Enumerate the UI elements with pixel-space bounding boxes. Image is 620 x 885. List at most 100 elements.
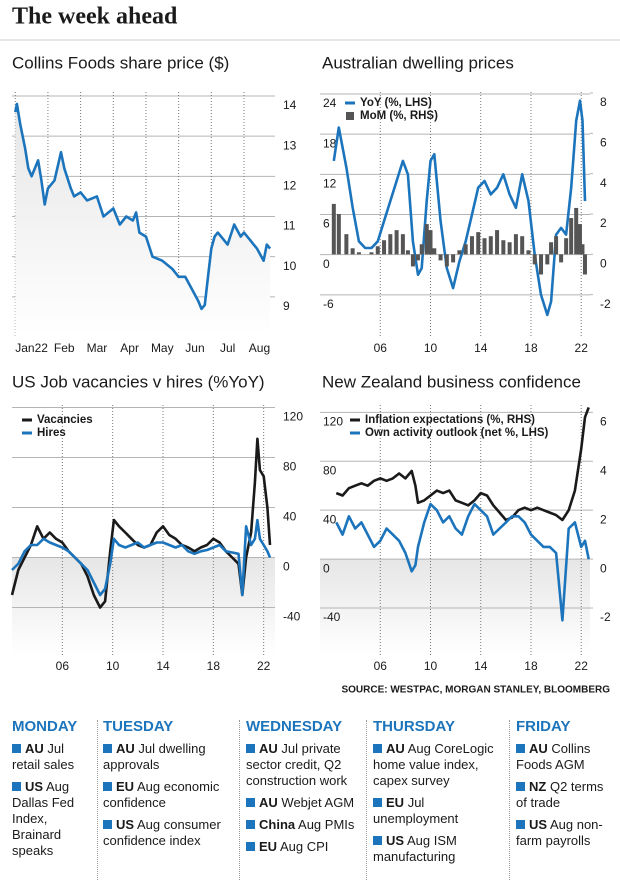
bullet (373, 836, 382, 845)
event-region: AU (116, 741, 135, 756)
day-heading: TUESDAY (103, 718, 174, 735)
y-tick-label: 40 (323, 512, 337, 526)
line (332, 99, 587, 317)
bar (394, 230, 399, 255)
chart: 24 18 12 6 0 -6 8 6 4 2 0 -2 06 10 14 18 22 YoY (%, LHS)M… (320, 92, 611, 355)
bar (526, 250, 531, 255)
event-region: AU (259, 741, 278, 756)
legend-label: Vacancies (37, 414, 93, 426)
event-text: Collins Foods AGM (516, 741, 591, 772)
event: US Aug non-farm payrolls (516, 817, 610, 849)
bar (569, 218, 574, 255)
bullet (103, 744, 112, 753)
bullet (516, 782, 525, 791)
event-region: AU (259, 795, 278, 810)
x-tick-label: 22 (575, 341, 589, 355)
bar (375, 246, 380, 255)
bullet (516, 820, 525, 829)
bullet (246, 820, 255, 829)
event-text: Aug CPI (279, 839, 329, 854)
x-tick-label: Feb (54, 341, 75, 355)
bullet (103, 782, 112, 791)
day-heading: THURSDAY (373, 718, 455, 735)
day-column: MONDAY AU Jul retail sales US Aug Dallas F… (12, 718, 94, 865)
line (14, 102, 272, 311)
bar (388, 234, 393, 255)
bullet (373, 798, 382, 807)
y-tick-label: -40 (323, 610, 341, 624)
x-tick-label: 06 (374, 341, 388, 355)
bar (428, 230, 433, 255)
event: EU Aug CPI (246, 839, 364, 855)
x-tick-label: Mar (87, 341, 108, 355)
bar (549, 242, 554, 255)
chart-title: Australian dwelling prices (322, 53, 514, 72)
y-tick-label: 12 (283, 179, 297, 193)
bar (501, 240, 506, 255)
below-zero-shade (12, 557, 275, 655)
y-tick-label: 120 (323, 415, 343, 429)
line (335, 502, 590, 622)
source: SOURCE: WESTPAC, MORGAN STANLEY, BLOOMBE… (341, 685, 610, 696)
bar (476, 232, 481, 255)
bar (331, 203, 336, 255)
event-region: EU (116, 779, 135, 794)
day-heading: WEDNESDAY (246, 718, 343, 735)
y-tick-label: 9 (283, 299, 290, 313)
bar (382, 240, 387, 255)
bullet (103, 820, 112, 829)
x-tick-label: Jun (185, 341, 204, 355)
x-tick-label: 22 (575, 659, 589, 673)
x-tick-label: Jan22 (15, 341, 48, 355)
bar (582, 254, 587, 275)
bar (520, 236, 525, 255)
event-region: US (529, 817, 548, 832)
event-text: Aug PMIs (298, 817, 355, 832)
event-region: EU (386, 795, 405, 810)
divider (239, 720, 240, 880)
bar (559, 254, 564, 263)
y-tick-label: 24 (323, 96, 337, 110)
y-tick-label: 0 (323, 561, 330, 575)
legend-label: Hires (37, 427, 66, 439)
event: AU Aug CoreLogic home value index, capex… (373, 741, 505, 789)
bar (405, 250, 410, 255)
event-text: Webjet AGM (281, 795, 355, 810)
y-tick-label: -40 (283, 610, 301, 624)
x-tick-label: Aug (249, 341, 270, 355)
x-tick-label: 10 (106, 659, 120, 673)
y2-tick-label: 6 (600, 415, 607, 429)
event: EU Jul unemployment (373, 795, 505, 827)
bar (564, 238, 569, 255)
charts: The week ahead Collins Foods share price… (0, 4, 620, 696)
bullet (246, 842, 255, 851)
chart: 14 13 12 11 10 9 Jan22 Feb Mar Apr May Jun Jul Aug (12, 92, 297, 355)
bar (444, 254, 449, 267)
chart: 120 80 40 0 -40 6 4 2 0 -2 06 10 14 18 22 Inflation exp… (320, 405, 611, 673)
bar (577, 224, 582, 255)
bar (574, 207, 579, 255)
bar (336, 213, 341, 255)
event-text: Jul retail sales (12, 741, 75, 772)
event-region: AU (386, 741, 405, 756)
y-tick-label: 0 (323, 257, 330, 271)
y-tick-label: 80 (283, 460, 297, 474)
event-region: US (25, 779, 44, 794)
bar (410, 254, 415, 267)
area (15, 104, 271, 337)
bar (457, 250, 462, 255)
legend-label: MoM (%, RHS) (360, 110, 438, 122)
bar (424, 224, 429, 255)
day-column: FRIDAY AU Collins Foods AGM NZ Q2 terms of… (516, 718, 610, 855)
bar (451, 254, 456, 263)
chart-title: US Job vacancies v hires (%YoY) (12, 372, 265, 391)
y2-tick-label: -2 (600, 610, 611, 624)
y2-tick-label: 0 (600, 561, 607, 575)
y2-tick-label: 4 (600, 176, 607, 190)
line (335, 406, 590, 522)
y-tick-label: -6 (323, 297, 334, 311)
bar (532, 254, 537, 265)
x-tick-label: 06 (374, 659, 388, 673)
